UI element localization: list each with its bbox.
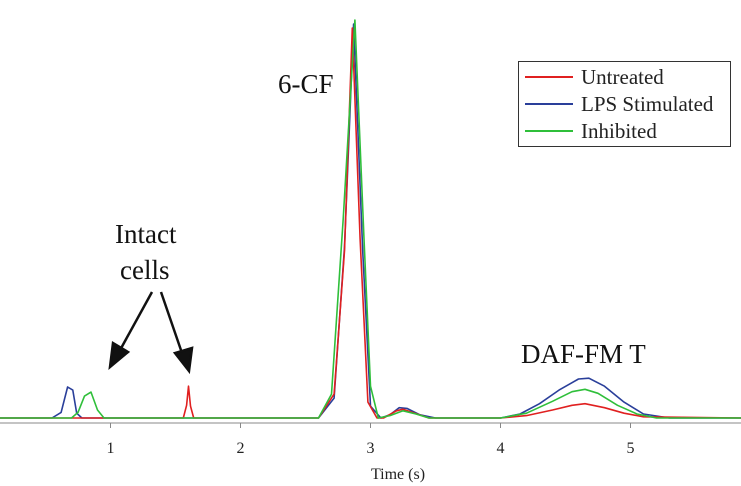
legend-swatch-lps-stimulated bbox=[525, 103, 573, 105]
legend: Untreated LPS Stimulated Inhibited bbox=[518, 61, 731, 147]
annotation-6cf: 6-CF bbox=[278, 69, 334, 99]
annotation-arrows bbox=[108, 291, 194, 375]
arrow-right-head bbox=[172, 346, 194, 375]
legend-label-untreated: Untreated bbox=[581, 64, 664, 89]
legend-swatch-untreated bbox=[525, 76, 573, 78]
arrow-right-shaft bbox=[159, 291, 185, 357]
x-tick-label: 2 bbox=[237, 440, 245, 457]
legend-label-inhibited: Inhibited bbox=[581, 118, 657, 143]
legend-item-untreated: Untreated bbox=[525, 64, 664, 90]
arrow-left-head bbox=[108, 340, 131, 370]
x-tick-label: 3 bbox=[367, 440, 375, 457]
arrow-left-shaft bbox=[117, 291, 154, 353]
x-tick-label: 5 bbox=[627, 440, 635, 457]
x-tick-label: 1 bbox=[107, 440, 115, 457]
x-tick-label: 4 bbox=[497, 440, 505, 457]
annotation-daf-fm-t: DAF-FM T bbox=[521, 339, 646, 369]
x-axis-ticks: 1 2 3 4 5 bbox=[107, 423, 635, 457]
legend-swatch-inhibited bbox=[525, 130, 573, 132]
annotation-cells: cells bbox=[120, 255, 170, 285]
series-line-inhibited bbox=[0, 19, 741, 419]
annotation-intact: Intact bbox=[115, 219, 177, 249]
legend-item-inhibited: Inhibited bbox=[525, 118, 657, 144]
legend-item-lps-stimulated: LPS Stimulated bbox=[525, 91, 713, 117]
legend-label-lps-stimulated: LPS Stimulated bbox=[581, 91, 714, 116]
series-lines bbox=[0, 19, 741, 419]
x-axis-title: Time (s) bbox=[371, 466, 425, 483]
